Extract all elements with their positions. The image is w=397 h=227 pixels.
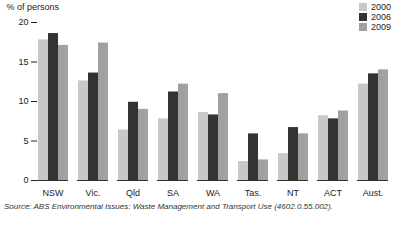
svg-text:Vic.: Vic.	[86, 188, 101, 198]
html-text:2006: 2006	[371, 12, 391, 22]
svg-text:WA: WA	[206, 188, 220, 198]
svg-text:15: 15	[18, 57, 28, 67]
svg-text:0: 0	[23, 175, 28, 185]
svg-text:% of persons: % of persons	[7, 2, 60, 12]
svg-text:NSW: NSW	[43, 188, 65, 198]
svg-text:ACT: ACT	[324, 188, 343, 198]
svg-text:SA: SA	[167, 188, 179, 198]
svg-text:Aust.: Aust.	[363, 188, 384, 198]
html-text:Source: ABS Environmental Issu: Source: ABS Environmental Issues: Waste …	[4, 202, 333, 211]
svg-text:NT: NT	[287, 188, 299, 198]
html-text:2009: 2009	[371, 22, 391, 32]
html-text:2000: 2000	[371, 2, 391, 12]
svg-text:10: 10	[18, 96, 28, 106]
svg-text:Tas.: Tas.	[245, 188, 262, 198]
svg-text:20: 20	[18, 17, 28, 27]
svg-text:Qld: Qld	[126, 188, 140, 198]
svg-text:5: 5	[23, 136, 28, 146]
